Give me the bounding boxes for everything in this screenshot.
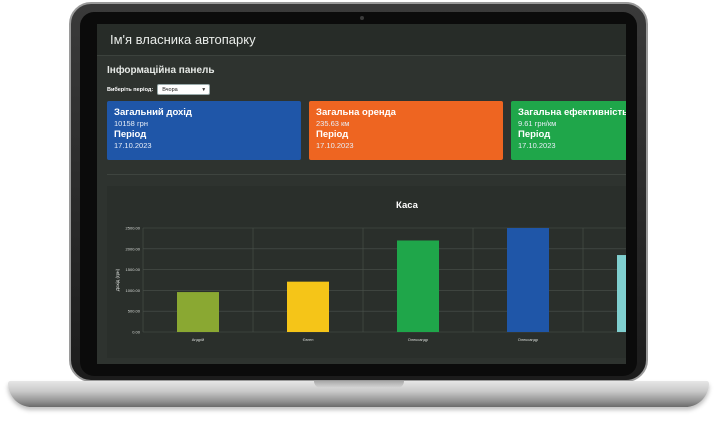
period-label: Виберіть період: bbox=[107, 86, 154, 93]
y-tick-label: 500.00 bbox=[128, 309, 141, 314]
y-tick-label: 0.00 bbox=[132, 330, 141, 335]
y-tick-label: 2000.00 bbox=[126, 246, 141, 251]
chevron-down-icon: ▼ bbox=[201, 86, 207, 93]
card-total-rent: Загальна оренда 235.63 км Період 17.10.2… bbox=[309, 101, 503, 160]
x-tick-label: Олександр bbox=[518, 337, 539, 342]
bar bbox=[177, 292, 219, 332]
owner-name: Ім'я власника автопарку bbox=[110, 32, 256, 47]
laptop-notch bbox=[314, 381, 404, 388]
card-date: 17.10.2023 bbox=[518, 141, 556, 150]
bar bbox=[507, 228, 549, 332]
y-axis-label: Дохід (грн) bbox=[115, 268, 120, 291]
card-period-label: Період bbox=[518, 129, 551, 140]
bar bbox=[617, 255, 626, 332]
card-value: 9.61 грн/км bbox=[518, 119, 557, 128]
y-tick-label: 1000.00 bbox=[126, 288, 141, 293]
card-title: Загальна ефективність bbox=[518, 107, 626, 118]
period-select[interactable]: Вчора ▼ bbox=[157, 84, 211, 95]
card-date: 17.10.2023 bbox=[114, 141, 152, 150]
chart-title: Каса bbox=[396, 200, 419, 211]
card-period-label: Період bbox=[316, 129, 349, 140]
period-selector-row: Виберіть період: Вчора ▼ bbox=[107, 84, 211, 95]
card-value: 10158 грн bbox=[114, 119, 148, 128]
x-tick-label: Андрій bbox=[192, 337, 205, 342]
top-bar: Ім'я власника автопарку bbox=[97, 24, 626, 56]
card-total-income: Загальний дохід 10158 грн Період 17.10.2… bbox=[107, 101, 301, 160]
period-select-value: Вчора bbox=[162, 86, 178, 93]
y-tick-label: 2500.00 bbox=[126, 226, 141, 231]
section-divider bbox=[107, 174, 626, 175]
bar bbox=[287, 281, 329, 332]
dashboard-heading: Інформаційна панель bbox=[107, 65, 215, 76]
camera-dot bbox=[360, 16, 364, 20]
cash-bar-chart: Каса 0.00 500.00 1000.00 1500.00 2000.00 2500.… bbox=[115, 200, 626, 342]
card-total-efficiency: Загальна ефективність 9.61 грн/км Період… bbox=[511, 101, 626, 160]
app-screen: Ім'я власника автопарку Інформаційна пан… bbox=[97, 24, 626, 364]
cash-chart-panel: Каса 0.00 500.00 1000.00 1500.00 2000.00 2500.… bbox=[107, 186, 626, 358]
card-title: Загальний дохід bbox=[114, 107, 192, 118]
card-date: 17.10.2023 bbox=[316, 141, 354, 150]
card-title: Загальна оренда bbox=[316, 107, 396, 118]
card-period-label: Період bbox=[114, 129, 147, 140]
y-tick-label: 1500.00 bbox=[126, 267, 141, 272]
bar bbox=[397, 240, 439, 332]
card-value: 235.63 км bbox=[316, 119, 350, 128]
x-tick-label: Олександр bbox=[408, 337, 429, 342]
x-tick-label: Євген bbox=[303, 337, 314, 342]
summary-cards: Загальний дохід 10158 грн Період 17.10.2… bbox=[107, 101, 626, 160]
